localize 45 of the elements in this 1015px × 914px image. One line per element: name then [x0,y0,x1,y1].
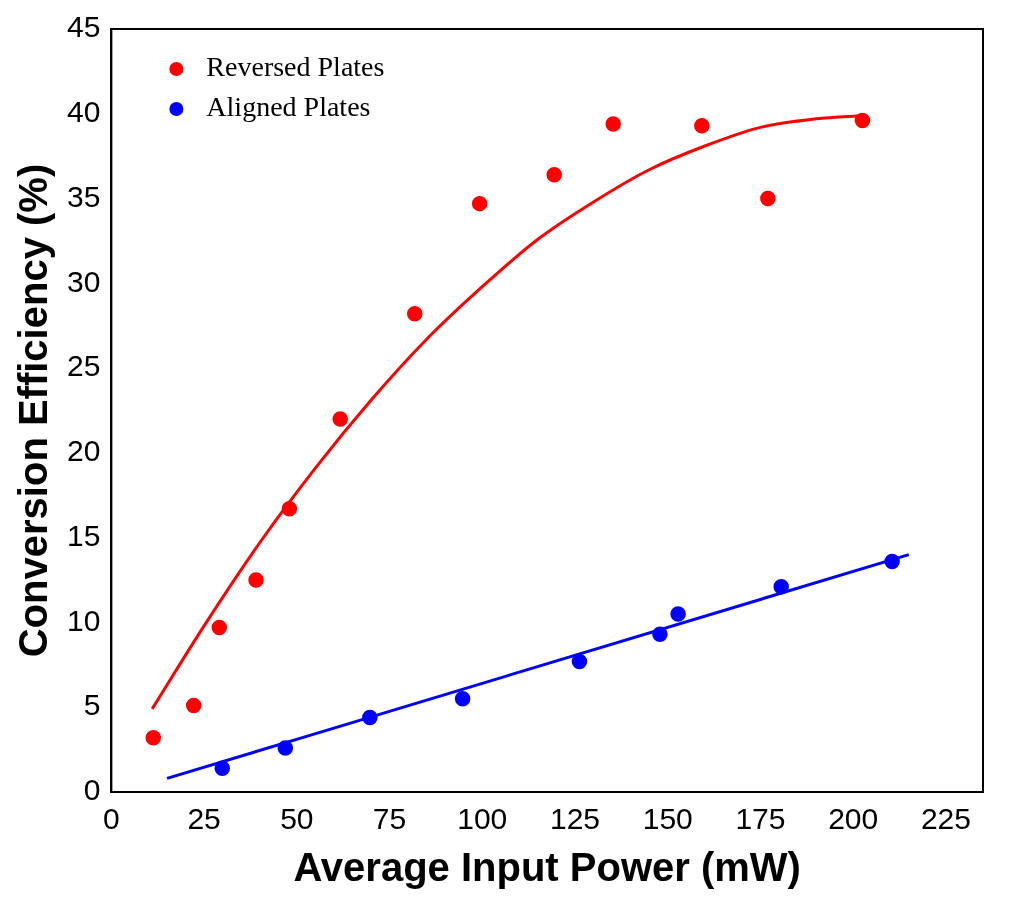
y-tick-label: 40 [66,95,101,129]
x-tick-label: 125 [549,802,601,836]
x-tick-label: 25 [187,802,221,836]
y-tick-label: 30 [66,264,101,298]
y-tick-label: 10 [66,603,101,637]
x-tick-label: 150 [642,802,693,836]
point [277,740,294,756]
x-tick-label: 100 [457,802,508,836]
point [760,190,776,207]
legend-label: Aligned Plates [206,91,371,123]
legend-label: Reversed Plates [206,51,385,83]
point [471,195,488,212]
point [332,411,348,427]
point [670,606,686,622]
y-tick-label: 35 [66,179,101,213]
point [571,653,588,670]
y-tick-label: 0 [83,773,101,807]
y-tick-label: 5 [83,688,101,722]
point [407,306,423,322]
x-tick-label: 75 [372,802,407,836]
x-axis-title: Average Input Power (mW) [293,845,801,890]
point [185,697,202,714]
point [362,709,378,726]
x-tick-label: 175 [735,802,786,836]
y-tick-label: 45 [66,10,101,44]
point [694,117,710,134]
point [248,572,264,588]
x-tick-label: 50 [280,802,314,836]
x-tick-label: 225 [920,802,971,836]
point [773,579,789,595]
y-axis-title: Conversion Efficiency (%) [11,163,56,658]
x-tick-label: 200 [828,802,879,836]
point [281,501,298,517]
point [884,553,900,570]
point [854,112,871,129]
point [145,729,162,746]
point [605,116,621,132]
point [652,626,668,643]
point [214,760,231,777]
point [546,167,562,183]
y-tick-label: 25 [66,349,101,383]
point [454,690,471,707]
y-tick-label: 15 [66,518,101,552]
point [211,619,228,636]
y-tick-label: 20 [66,434,101,468]
